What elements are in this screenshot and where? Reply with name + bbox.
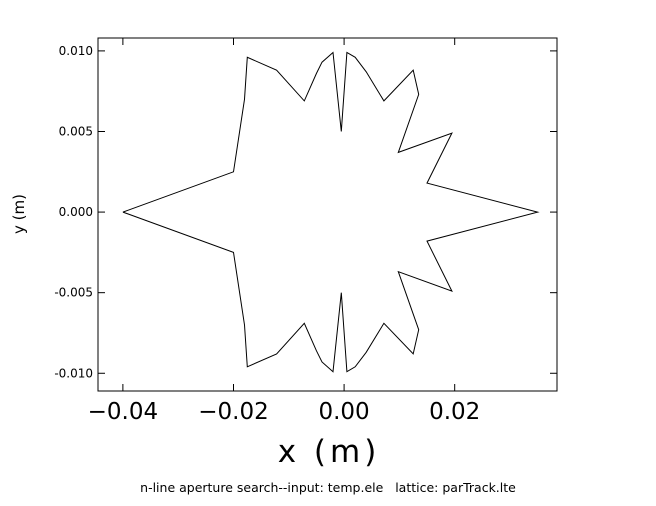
x-axis-tick-labels: −0.04 −0.02 0.00 0.02 (88, 399, 481, 425)
chart-caption: n-line aperture search--input: temp.ele … (140, 480, 516, 495)
y-axis-ticks (98, 50, 557, 374)
x-tick-label: −0.04 (88, 399, 158, 425)
x-axis-label: x (m) (278, 434, 381, 470)
y-axis-label: y (m) (10, 194, 28, 234)
x-axis-ticks (122, 38, 456, 391)
y-tick-label: 0.010 (59, 44, 93, 58)
y-axis-tick-labels: 0.010 0.005 0.000 -0.005 -0.010 (54, 44, 93, 380)
y-tick-label: 0.005 (59, 124, 93, 138)
x-tick-label: 0.02 (429, 399, 480, 425)
x-tick-label: −0.02 (198, 399, 268, 425)
x-tick-label: 0.00 (318, 399, 369, 425)
y-tick-label: -0.005 (54, 286, 93, 300)
plot-frame (97, 37, 558, 392)
series-layer (122, 51, 540, 373)
y-tick-label: -0.010 (54, 366, 93, 380)
aperture-boundary-line (122, 51, 540, 373)
y-tick-label: 0.000 (59, 205, 93, 219)
